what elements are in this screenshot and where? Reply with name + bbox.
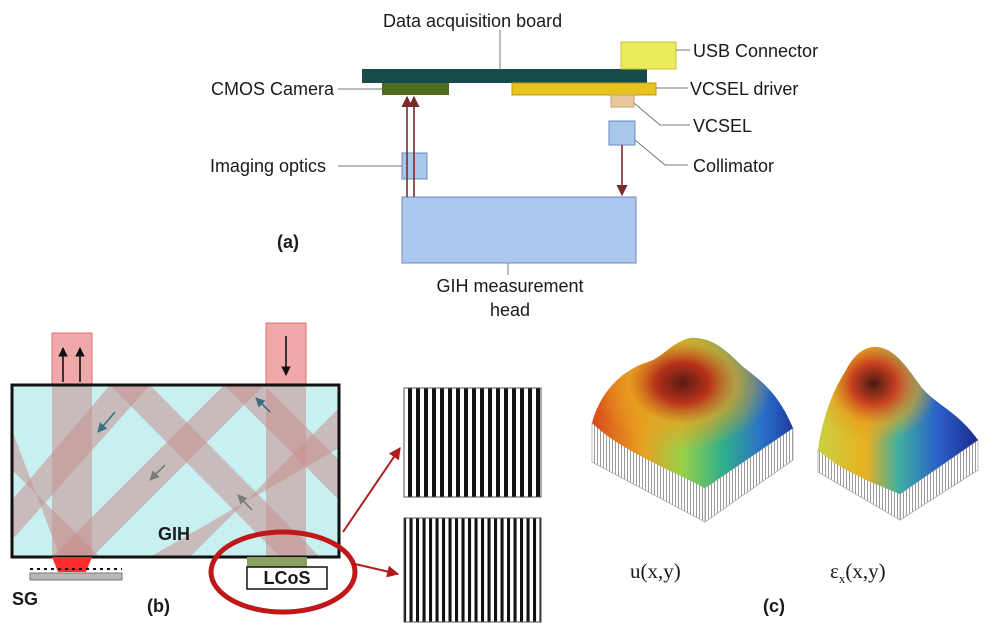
surface-u-side-right xyxy=(704,427,794,523)
internal-beams xyxy=(12,385,339,557)
label-gih: GIH xyxy=(158,524,190,544)
label-eps-base: ε xyxy=(830,559,839,583)
label-vcsel: VCSEL xyxy=(693,116,752,136)
output-beam-stub xyxy=(51,332,93,386)
panel-a-label: (a) xyxy=(277,232,299,252)
surface-plot-eps xyxy=(817,347,979,521)
label-driver: VCSEL driver xyxy=(690,79,798,99)
inner-arrow-2 xyxy=(255,397,271,413)
label-head-line2: head xyxy=(490,300,530,320)
vcsel xyxy=(610,94,635,108)
label-head-line1: GIH measurement xyxy=(436,276,583,296)
arrow-to-fringe-top xyxy=(342,447,401,533)
lcos-top xyxy=(247,557,307,567)
inner-arrow-1 xyxy=(97,411,116,433)
label-collimator: Collimator xyxy=(693,156,774,176)
fringe-pattern-bottom xyxy=(403,517,542,623)
data-acquisition-board xyxy=(362,69,647,83)
arrow-to-fringe-bottom xyxy=(354,563,400,578)
usb-connector xyxy=(620,41,677,70)
label-eps: εx(x,y) xyxy=(830,559,886,586)
label-optics: Imaging optics xyxy=(210,156,326,176)
surface-u-peak xyxy=(592,337,793,488)
leader-vcsel xyxy=(633,102,690,126)
panel-b-label: (b) xyxy=(147,596,170,616)
inner-arrow-3 xyxy=(149,464,166,481)
label-eps-args: (x,y) xyxy=(845,559,885,583)
label-u: u(x,y) xyxy=(630,559,681,583)
lcos-highlight-ring xyxy=(208,529,358,615)
label-usb: USB Connector xyxy=(693,41,818,61)
label-board: Data acquisition board xyxy=(383,11,562,31)
surface-eps-peak xyxy=(818,347,978,494)
panel-b: GIH LCoS SG (b) xyxy=(10,322,542,623)
panel-c-label: (c) xyxy=(763,596,785,616)
vcsel-driver xyxy=(511,82,657,96)
collimator xyxy=(608,120,636,146)
cmos-camera xyxy=(382,83,449,95)
panel-a: Data acquisition board USB Connector CMO… xyxy=(210,11,818,320)
specimen-grating xyxy=(29,572,123,581)
panel-c: u(x,y) εx(x,y) (c) xyxy=(591,337,979,616)
fringe-pattern-top xyxy=(403,387,542,498)
label-sg: SG xyxy=(12,589,38,609)
label-lcos: LCoS xyxy=(264,568,311,588)
leader-collimator xyxy=(634,139,688,166)
label-camera: CMOS Camera xyxy=(211,79,335,99)
label-eps-sub: x xyxy=(839,571,846,586)
surface-plot-u xyxy=(591,337,794,523)
inner-arrow-4 xyxy=(237,494,253,511)
gih-measurement-head xyxy=(401,196,637,264)
gih-glass-outline xyxy=(10,383,341,559)
lcos-device xyxy=(246,566,328,590)
